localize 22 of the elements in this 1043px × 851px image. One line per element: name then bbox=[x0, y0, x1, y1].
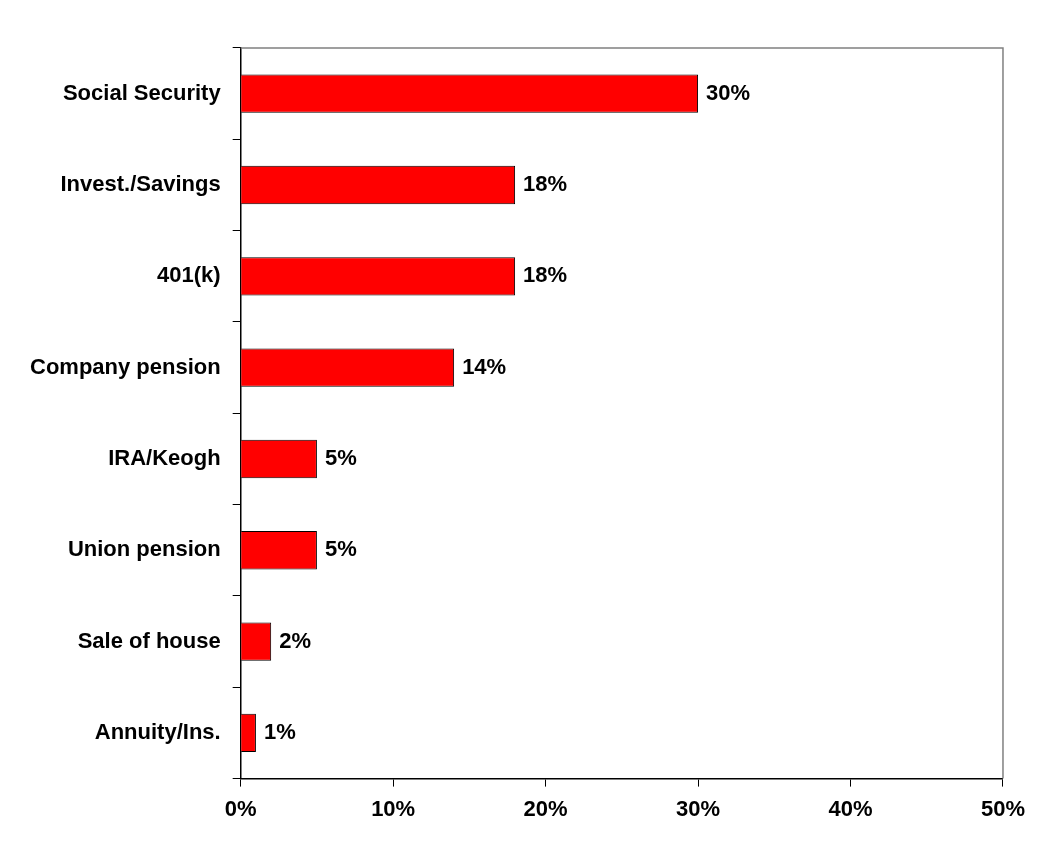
data-label: 5% bbox=[324, 445, 357, 471]
data-label: 14% bbox=[462, 353, 507, 379]
y-tick-label: Sale of house bbox=[77, 627, 221, 653]
y-tick-label: Annuity/Ins. bbox=[94, 719, 221, 744]
x-tick-label: 10% bbox=[371, 795, 416, 821]
y-tick-label: IRA/Keogh bbox=[108, 445, 221, 471]
y-tick-label: Invest./Savings bbox=[60, 171, 221, 197]
x-tick-label: 40% bbox=[828, 795, 873, 821]
x-tick-label: 30% bbox=[676, 795, 721, 821]
data-label: 2% bbox=[279, 627, 311, 653]
y-tick-label: 401(k) bbox=[157, 262, 221, 288]
data-label: 30% bbox=[706, 79, 751, 105]
x-tick-label: 20% bbox=[523, 795, 568, 821]
data-label: 1% bbox=[263, 719, 296, 744]
y-tick-label: Social Security bbox=[62, 79, 222, 105]
y-tick-label: Company pension bbox=[30, 353, 221, 379]
data-label: 5% bbox=[324, 536, 357, 562]
data-label: 18% bbox=[523, 171, 568, 197]
data-label: 18% bbox=[523, 262, 568, 288]
x-tick-label: 50% bbox=[980, 795, 1026, 821]
x-tick-label: 0% bbox=[224, 795, 257, 821]
y-tick-label: Union pension bbox=[67, 536, 221, 562]
